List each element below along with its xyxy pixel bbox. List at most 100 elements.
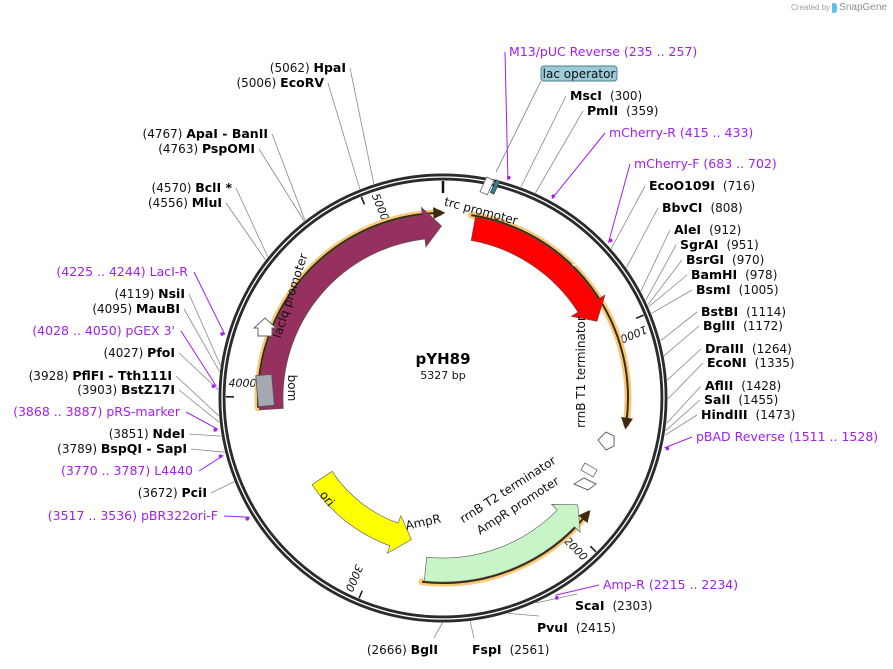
enzyme-site-sgrai: SgrAI (951) (680, 237, 759, 252)
enzyme-site-pvui: PvuI (2415) (537, 620, 616, 635)
feature-laci-arrow (258, 206, 442, 411)
enzyme-leader (349, 67, 375, 184)
enzyme-leader (663, 325, 700, 357)
rrnb-t1-terminator-glyph (597, 431, 615, 451)
plasmid-length: 5327 bp (420, 369, 465, 382)
enzyme-site-bbvci: BbvCI (808) (662, 200, 743, 215)
feature-ori-arrow (311, 470, 412, 554)
feature-pamcherry-arrow (470, 216, 606, 322)
enzyme-leader (648, 274, 688, 308)
primer-leader (223, 515, 250, 518)
credit-brand: SnapGene (839, 2, 887, 13)
plasmid-center-label: pYH89 5327 bp (415, 350, 470, 382)
enzyme-leader (178, 352, 219, 390)
enzyme-leader (258, 148, 305, 222)
enzyme-site-aflii: AflII (1428) (705, 378, 781, 393)
lac-operator-leader (495, 80, 542, 173)
enzyme-site-bamhi: BamHI (978) (691, 267, 777, 282)
enzyme-leader (190, 448, 225, 453)
tick-mark (589, 545, 597, 553)
enzyme-leader (665, 399, 701, 431)
orf-arrow (421, 509, 591, 584)
laciq-promoter-arrow (252, 317, 278, 337)
primer-binding-mark (218, 454, 223, 458)
primer-pbr322ori-f: (3517 .. 3536) pBR322ori-F (48, 508, 218, 523)
tick-mark (635, 314, 644, 319)
primer-binding-mark (555, 596, 559, 600)
tick-label: 4000 (228, 377, 256, 390)
primer-leader (180, 330, 217, 387)
primer-laci-r: (4225 .. 4244) LacI-R (56, 264, 188, 279)
rrnb-t2-terminator-glyph (580, 462, 598, 478)
enzyme-leader (666, 385, 702, 424)
enzyme-leader (271, 133, 306, 221)
primer-binding-mark (211, 384, 216, 388)
enzyme-leader (645, 244, 677, 301)
lac-operator-callout (540, 65, 618, 82)
tick-mark (358, 590, 363, 599)
enzyme-leader (178, 389, 220, 423)
primer-prs-marker: (3868 .. 3887) pRS-marker (13, 404, 181, 419)
primer-leader (504, 51, 509, 181)
primer-mcherry-f: mCherry-F (683 .. 702) (634, 156, 777, 171)
enzyme-leader (610, 185, 646, 249)
enzyme-site-pflfi-tth111i: (3928) PflFI - Tth111I (29, 368, 172, 383)
enzyme-site-msci: MscI (300) (570, 88, 642, 103)
orf-arrow (257, 207, 446, 408)
enzyme-site-bcli-: (4570) BclI * (152, 180, 233, 195)
feature-ampr-arrow (423, 504, 581, 583)
enzyme-leader (188, 293, 221, 366)
plasmid-name: pYH89 (415, 350, 470, 368)
primer-l4440: (3770 .. 3787) L4440 (61, 463, 193, 478)
primer-binding-mark (220, 332, 224, 336)
enzyme-site-pspomi: (4763) PspOMI (158, 141, 255, 156)
site-labels: MscI (300)PmlI (359) EcoO109I (716) BbvCI (808… (13, 44, 878, 657)
enzyme-leader (507, 613, 540, 617)
primer-binding-mark (245, 516, 250, 521)
label-leaders (175, 51, 704, 639)
enzyme-site-alei: AleI (912) (674, 222, 741, 237)
snapgene-credit: Created by SnapGene (791, 2, 887, 13)
enzyme-site-hindiii: HindIII (1473) (701, 407, 795, 422)
enzyme-site-pfoi: (4027) PfoI (103, 345, 175, 360)
enzyme-site-mlui: (4556) MluI (148, 195, 222, 210)
primer-binding-mark (551, 194, 556, 198)
bom-label: bom (285, 375, 299, 402)
enzyme-site-bstbi: BstBI (1114) (701, 304, 786, 319)
trc-promoter-glyph (479, 176, 495, 196)
feature-laci-label: lacI (310, 222, 336, 249)
enzyme-site-pcii: (3672) PciI (138, 485, 207, 500)
ampr-promoter-arrow (572, 477, 597, 491)
enzyme-leader (183, 308, 220, 372)
lac-operator-label: lac operator (543, 67, 616, 81)
enzyme-site-bgli: (2666) BglI (367, 642, 438, 657)
enzyme-leader (647, 259, 683, 306)
enzyme-site-fspi: FspI (2561) (472, 642, 549, 657)
snapgene-logo-icon (832, 2, 838, 13)
enzyme-leader (660, 311, 698, 342)
enzyme-site-pmli: PmlI (359) (587, 103, 658, 118)
credit-prefix: Created by (791, 3, 831, 12)
enzyme-site-maubi: (4095) MauBI (92, 301, 180, 316)
primer-pbad-reverse: pBAD Reverse (1511 .. 1528) (696, 429, 878, 444)
backbone-ring (218, 173, 668, 623)
enzyme-leader (664, 414, 698, 436)
enzyme-leader (235, 187, 269, 258)
tick-mark (360, 196, 366, 205)
primer-leader (185, 411, 219, 430)
primer-leader (198, 454, 224, 472)
orf-arrow (471, 214, 633, 430)
enzyme-site-draiii: DraIII (1264) (705, 341, 792, 356)
enzyme-site-apai-banii: (4767) ApaI - BanII (143, 126, 268, 141)
primer-leader (551, 132, 606, 200)
enzyme-site-ndei: (3851) NdeI (109, 426, 185, 441)
primer-binding-mark (665, 446, 670, 451)
enzyme-leader (210, 481, 235, 494)
bom-box (255, 373, 275, 408)
enzyme-leader (640, 229, 671, 292)
enzyme-leader (469, 621, 475, 639)
primer-binding-mark (507, 175, 511, 180)
primer-m13-puc-reverse: M13/pUC Reverse (235 .. 257) (509, 44, 697, 59)
rrnb-t1-terminator-label: rrnB T1 terminator (574, 316, 588, 428)
